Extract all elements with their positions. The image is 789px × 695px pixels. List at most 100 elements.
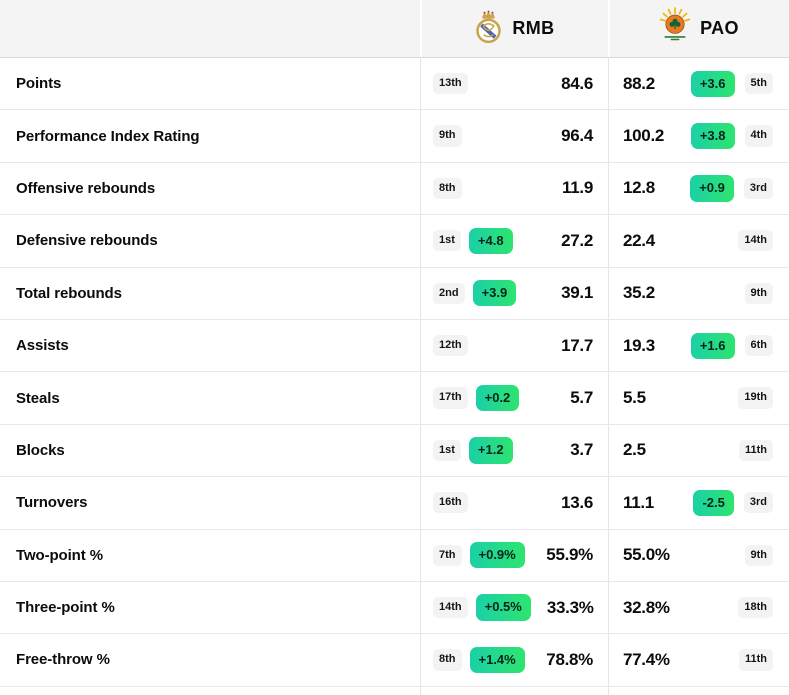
rmb-cell: 7th +0.9% 55.9% [420, 529, 608, 581]
rmb-cell: 16th 13.6 [420, 477, 608, 529]
rmb-value: 55.9% [546, 545, 593, 565]
pao-rank-badge: 3rd [743, 492, 773, 514]
stat-label: Three-point % [16, 599, 115, 617]
rmb-diff-badge: +0.5% [475, 594, 531, 621]
rmb-value: 27.2 [561, 230, 593, 250]
stat-row: Steals 17th +0.2 5.7 5.5 19th [0, 372, 789, 425]
pao-value: 11.1 [623, 492, 654, 512]
stat-label: Assists [16, 337, 69, 355]
stat-row: Turnovers 16th 13.6 11.1 -2.5 3rd [0, 477, 789, 530]
pao-rank-badge: 19th [738, 387, 773, 409]
rmb-cell: 8th +1.4% 78.8% [420, 634, 608, 686]
pao-rank-badge: 9th [744, 282, 773, 304]
header-team-rmb: RMB [420, 0, 608, 57]
rmb-value: 13.6 [561, 492, 593, 512]
stat-label: Steals [16, 389, 60, 407]
stat-cell: Offensive rebounds [0, 163, 420, 214]
rmb-rank-badge: 17th [433, 387, 468, 409]
pao-cell: 19.3 +1.6 6th [608, 319, 789, 372]
stat-cell: Assists [0, 320, 420, 371]
rmb-rank-badge: 8th [433, 649, 462, 671]
rmb-value: 5.7 [570, 388, 593, 408]
pao-cell: 32.8% 18th [608, 581, 789, 634]
rmb-cell: 1st +1.2 3.7 [420, 424, 608, 477]
stat-label: Offensive rebounds [16, 179, 156, 197]
pao-diff-badge: +3.6 [690, 70, 735, 97]
pao-cell: 35.2 9th [608, 267, 789, 319]
stat-label: Two-point % [16, 546, 103, 564]
rmb-rank-badge: 16th [433, 492, 468, 514]
rmb-rank-badge: 12th [433, 335, 468, 357]
pao-cell: 2.5 11th [608, 424, 789, 477]
rmb-rank-badge: 14th [433, 597, 468, 619]
stat-row: Points 13th 84.6 88.2 +3.6 5th [0, 58, 789, 111]
pao-rank-badge: 5th [744, 73, 773, 95]
pao-cell: 77.4% 11th [608, 634, 789, 686]
pao-value: 22.4 [623, 230, 655, 250]
pao-value: 5.5 [623, 388, 646, 408]
stat-cell: Free-throw % [0, 634, 420, 685]
stat-row: Performance Index Rating 9th 96.4 100.2 … [0, 110, 789, 163]
pao-diff-badge: +0.9 [690, 175, 734, 202]
stat-cell: Defensive rebounds [0, 215, 420, 266]
pao-cell: 12.8 +0.9 3rd [608, 162, 789, 215]
pao-rank-badge: 11th [738, 439, 773, 462]
stat-cell: Steals [0, 372, 420, 423]
rmb-cell: 2nd +3.9 39.1 [420, 267, 608, 319]
pao-value: 77.4% [623, 649, 670, 669]
stat-row: Defensive rebounds 1st +4.8 27.2 22.4 14… [0, 215, 789, 268]
pao-rank-badge: 14th [738, 230, 773, 252]
rmb-rank-badge: 9th [433, 125, 462, 147]
stat-cell: Three-point % [0, 582, 420, 633]
rmb-cell: 9th 96.4 [420, 110, 608, 162]
stat-label: Points [16, 75, 62, 93]
pao-value: 88.2 [623, 73, 655, 93]
pao-value: 55.0% [623, 545, 670, 565]
rmb-value: 96.4 [561, 126, 593, 146]
rmb-diff-badge: +1.2 [468, 437, 513, 464]
stat-label: Performance Index Rating [16, 127, 200, 145]
pao-cell: 100.2 +3.8 4th [608, 110, 789, 162]
stat-row: Assists 12th 17.7 19.3 +1.6 6th [0, 319, 789, 373]
stat-row: Total rebounds 2nd +3.9 39.1 35.2 9th [0, 267, 789, 320]
pao-diff-badge: +3.8 [690, 122, 735, 150]
pao-cell: 22.4 14th [608, 215, 789, 267]
rmb-value: 78.8% [546, 649, 593, 669]
stat-cell: Points [0, 58, 420, 109]
pao-rank-badge: 11th [738, 649, 773, 671]
stat-label: Turnovers [16, 494, 88, 512]
rmb-diff-badge: +0.2 [475, 384, 520, 412]
pao-rank-badge: 18th [738, 597, 773, 619]
rmb-value: 3.7 [570, 440, 593, 460]
pao-rank-badge: 9th [744, 544, 773, 566]
table-header: RMB [0, 0, 789, 58]
stat-cell: Two-point % [0, 530, 420, 581]
stat-row: Free-throw % 8th +1.4% 78.8% 77.4% 11th [0, 634, 789, 687]
pao-value: 35.2 [623, 283, 655, 303]
team-code-rmb: RMB [512, 18, 555, 38]
pao-rank-badge: 6th [744, 335, 773, 357]
pao-cell: 11.1 -2.5 3rd [608, 477, 789, 529]
header-stat-column [0, 0, 420, 57]
rmb-rank-badge: 13th [433, 73, 468, 95]
rmb-value: 11.9 [562, 178, 593, 198]
rmb-value: 17.7 [561, 335, 593, 355]
pao-cell: 88.2 +3.6 5th [608, 58, 789, 110]
panathinaikos-crest-icon [659, 6, 691, 51]
stat-row: Three-point % 14th +0.5% 33.3% 32.8% 18t… [0, 581, 789, 635]
rmb-diff-badge: +3.9 [472, 280, 517, 307]
header-team-pao: PAO [608, 0, 789, 57]
rmb-cell: 13th 84.6 [420, 58, 608, 110]
rmb-value: 84.6 [561, 73, 593, 93]
stat-row: Blocks 1st +1.2 3.7 2.5 11th [0, 424, 789, 478]
rmb-rank-badge: 8th [433, 177, 462, 200]
pao-value: 100.2 [623, 126, 665, 146]
pao-cell: 5.5 19th [608, 372, 789, 424]
stat-label: Free-throw % [16, 651, 110, 669]
pao-rank-badge: 4th [744, 125, 773, 147]
rmb-cell: 12th 17.7 [420, 319, 608, 372]
pao-value: 2.5 [623, 440, 646, 460]
stat-label: Blocks [16, 441, 65, 459]
stat-row: Offensive rebounds 8th 11.9 12.8 +0.9 3r… [0, 162, 789, 216]
